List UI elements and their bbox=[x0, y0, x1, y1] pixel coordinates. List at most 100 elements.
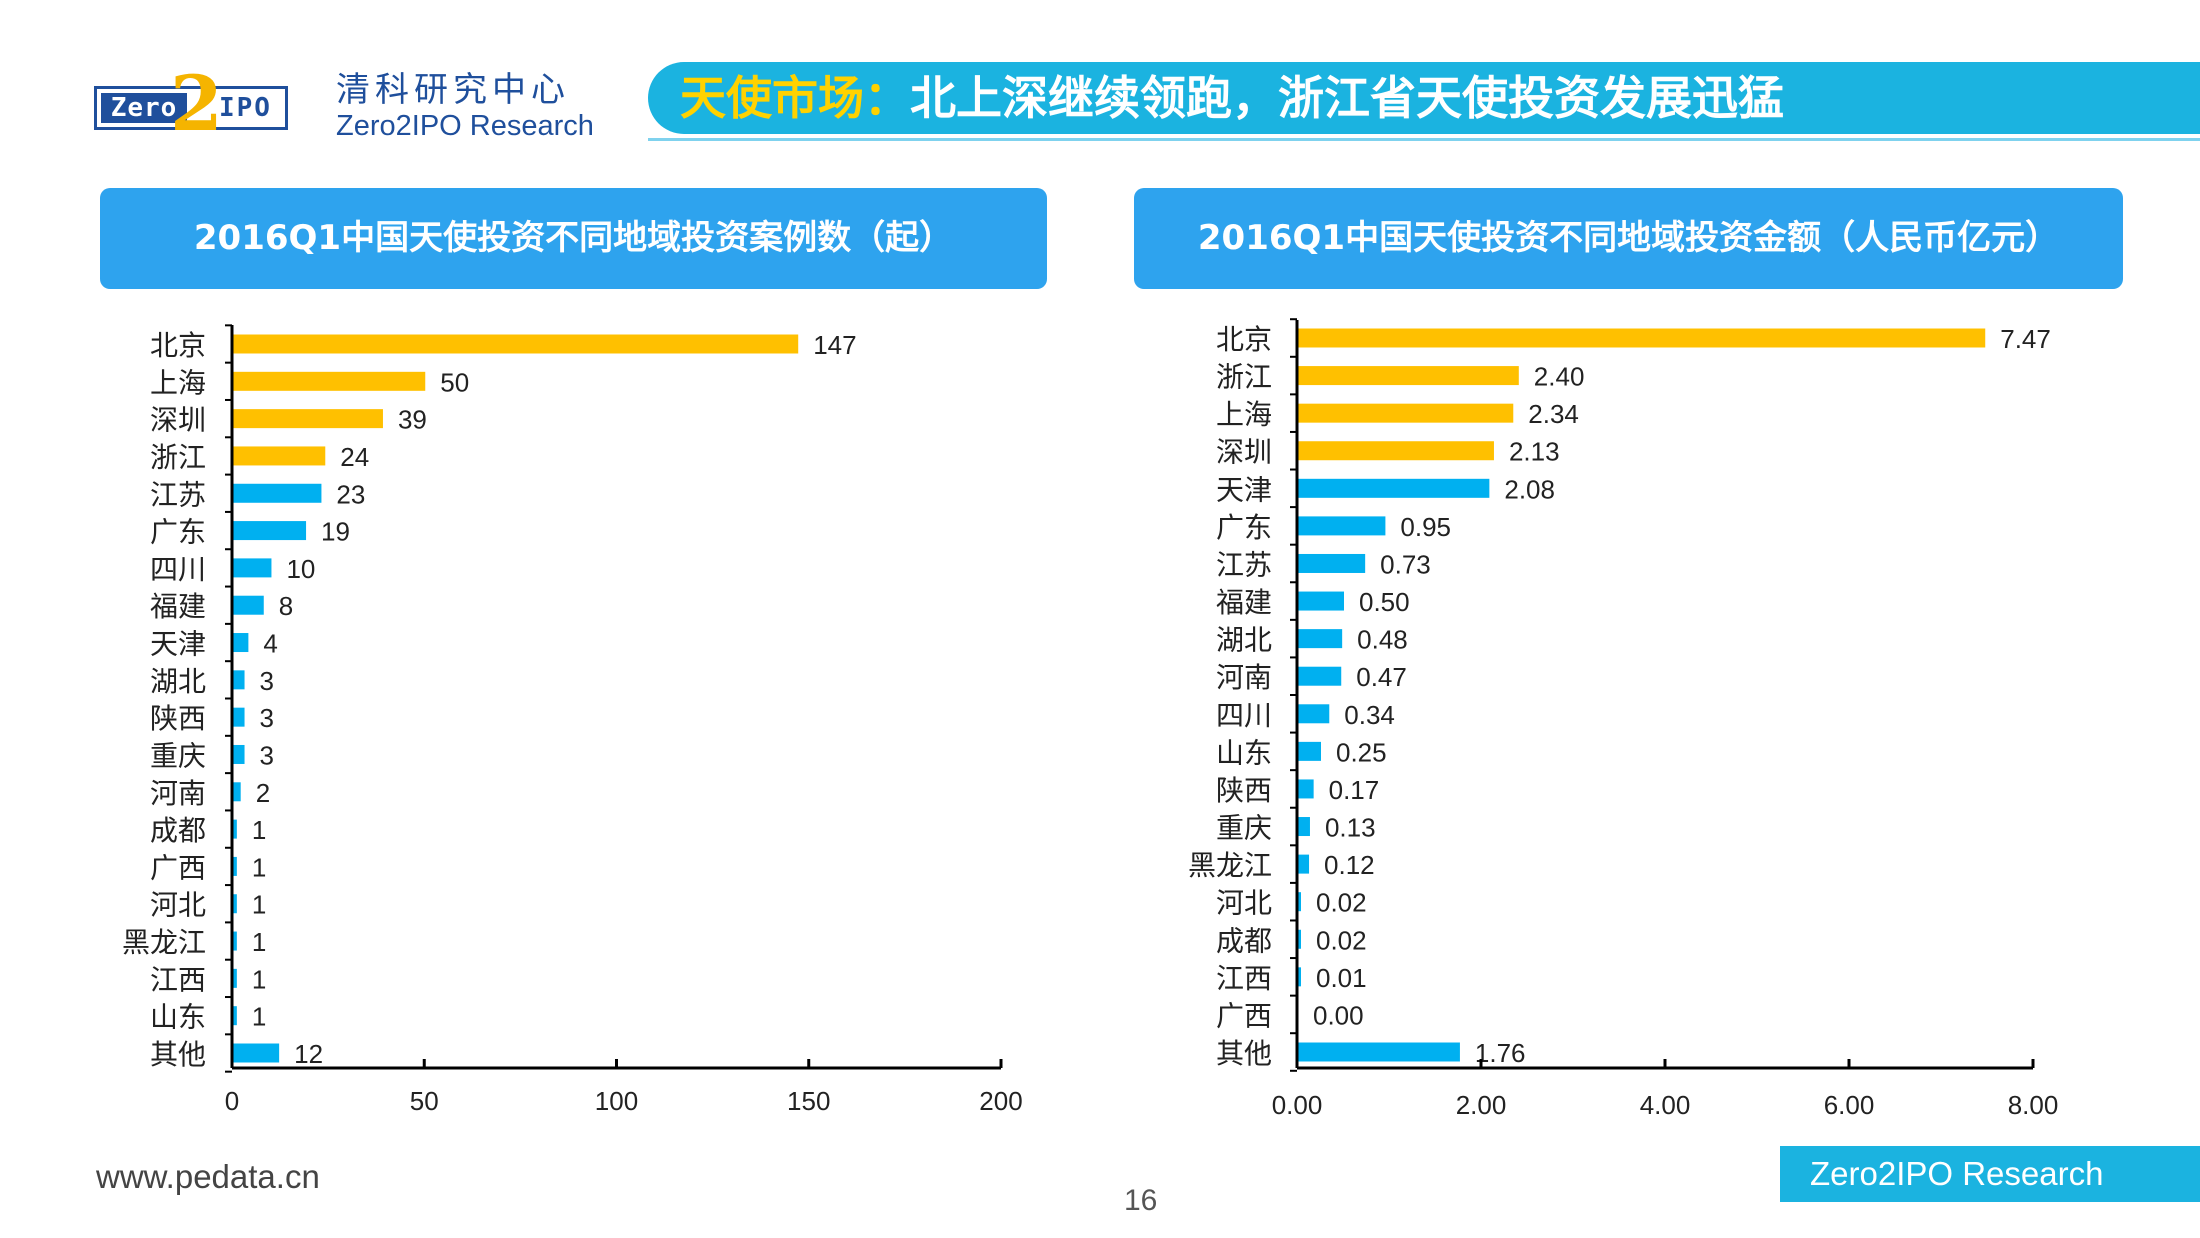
logo-zero-mark: Zero bbox=[101, 93, 187, 123]
left-value-label: 10 bbox=[286, 554, 315, 584]
right-category-label: 山东 bbox=[1216, 736, 1272, 769]
right-category-label: 天津 bbox=[1216, 473, 1272, 506]
org-name-en: Zero2IPO Research bbox=[336, 110, 594, 142]
left-bar bbox=[233, 409, 383, 429]
right-category-label: 广东 bbox=[1216, 511, 1272, 544]
right-bar bbox=[1298, 441, 1494, 461]
right-bar bbox=[1298, 892, 1301, 912]
left-value-label: 4 bbox=[263, 629, 277, 659]
left-x-tick-label: 0 bbox=[225, 1086, 239, 1116]
right-value-label: 0.47 bbox=[1356, 662, 1407, 692]
left-value-label: 3 bbox=[260, 666, 274, 696]
right-value-label: 0.17 bbox=[1329, 775, 1380, 805]
left-bar bbox=[233, 1006, 237, 1026]
right-x-tick-label: 8.00 bbox=[2008, 1090, 2059, 1120]
left-bar bbox=[233, 856, 237, 876]
left-value-label: 8 bbox=[279, 591, 293, 621]
right-value-label: 0.00 bbox=[1313, 1000, 1364, 1030]
right-bar bbox=[1298, 403, 1514, 423]
right-value-label: 1.76 bbox=[1475, 1038, 1526, 1068]
right-value-label: 0.25 bbox=[1336, 737, 1387, 767]
left-bar bbox=[233, 968, 237, 988]
right-category-label: 河北 bbox=[1216, 887, 1272, 920]
right-category-label: 上海 bbox=[1216, 398, 1272, 431]
right-value-label: 7.47 bbox=[2000, 324, 2051, 354]
left-category-label: 上海 bbox=[150, 366, 206, 399]
left-category-label: 广东 bbox=[150, 516, 206, 549]
left-category-label: 河南 bbox=[150, 777, 206, 810]
right-value-label: 0.34 bbox=[1344, 700, 1395, 730]
right-bar bbox=[1298, 591, 1344, 611]
left-category-label: 陕西 bbox=[150, 702, 206, 735]
left-category-label: 成都 bbox=[150, 814, 206, 847]
left-value-label: 39 bbox=[398, 405, 427, 435]
right-bar bbox=[1298, 629, 1343, 649]
right-x-tick-label: 0.00 bbox=[1272, 1090, 1323, 1120]
right-value-label: 0.02 bbox=[1316, 925, 1367, 955]
right-bar bbox=[1298, 817, 1310, 837]
left-category-label: 江苏 bbox=[150, 478, 206, 511]
left-category-label: 福建 bbox=[150, 590, 206, 623]
right-bar bbox=[1298, 478, 1490, 498]
left-value-label: 1 bbox=[252, 1002, 266, 1032]
footer-brand: Zero2IPO Research bbox=[1780, 1146, 2200, 1202]
chart-left-case-count: 147北京50上海39深圳24浙江23江苏19广东10四川8福建4天津3湖北3陕… bbox=[122, 324, 1023, 1116]
left-value-label: 50 bbox=[440, 367, 469, 397]
left-value-label: 1 bbox=[252, 964, 266, 994]
right-bar bbox=[1298, 967, 1301, 987]
page-title: 天使市场：北上深继续领跑，浙江省天使投资发展迅猛 bbox=[680, 68, 1784, 128]
left-value-label: 1 bbox=[252, 927, 266, 957]
left-bar bbox=[233, 670, 245, 690]
left-bar bbox=[233, 371, 426, 391]
right-category-label: 北京 bbox=[1216, 323, 1272, 356]
left-x-tick-label: 50 bbox=[410, 1086, 439, 1116]
right-value-label: 2.40 bbox=[1534, 362, 1585, 392]
org-name-cn: 清科研究中心 bbox=[336, 70, 570, 110]
right-value-label: 0.50 bbox=[1359, 587, 1410, 617]
left-category-label: 山东 bbox=[150, 1001, 206, 1034]
right-x-tick-label: 4.00 bbox=[1640, 1090, 1691, 1120]
right-category-label: 陕西 bbox=[1216, 774, 1272, 807]
left-value-label: 3 bbox=[260, 703, 274, 733]
right-category-label: 江西 bbox=[1216, 962, 1272, 995]
right-bar bbox=[1298, 741, 1321, 761]
left-bar bbox=[233, 483, 322, 503]
left-value-label: 1 bbox=[252, 890, 266, 920]
left-category-label: 北京 bbox=[150, 329, 206, 362]
left-value-label: 1 bbox=[252, 852, 266, 882]
right-category-label: 河南 bbox=[1216, 661, 1272, 694]
left-bar bbox=[233, 446, 326, 466]
right-bar bbox=[1298, 366, 1519, 386]
logo-ipo-mark: IPO bbox=[219, 93, 272, 123]
page-title-highlight: 天使市场： bbox=[680, 71, 910, 125]
right-value-label: 0.01 bbox=[1316, 963, 1367, 993]
left-bar bbox=[233, 334, 799, 354]
left-bar bbox=[233, 1043, 280, 1063]
left-bar bbox=[233, 595, 264, 615]
right-category-label: 重庆 bbox=[1216, 812, 1272, 845]
title-banner bbox=[648, 62, 2200, 134]
left-category-label: 天津 bbox=[150, 628, 206, 661]
right-bar bbox=[1298, 704, 1330, 724]
banner-divider bbox=[648, 138, 2200, 141]
footer-url: www.pedata.cn bbox=[96, 1158, 320, 1195]
left-category-label: 深圳 bbox=[150, 404, 206, 437]
left-value-label: 2 bbox=[256, 778, 270, 808]
left-bar bbox=[233, 931, 237, 951]
right-bar bbox=[1298, 1042, 1460, 1062]
chart-right-amount: 7.47 北京 2.40 浙江 2.34 上海 2.13 深圳 2.08 天津 0.95 广东 0.73… bbox=[1188, 318, 2059, 1120]
left-x-tick-label: 100 bbox=[595, 1086, 638, 1116]
right-category-label: 福建 bbox=[1216, 586, 1272, 619]
right-category-label: 深圳 bbox=[1216, 436, 1272, 469]
left-value-label: 23 bbox=[336, 479, 365, 509]
left-category-label: 四川 bbox=[150, 553, 206, 586]
left-value-label: 1 bbox=[252, 815, 266, 845]
left-category-label: 黑龙江 bbox=[122, 926, 206, 959]
left-value-label: 147 bbox=[813, 330, 856, 360]
right-category-label: 其他 bbox=[1216, 1037, 1272, 1070]
left-category-label: 江西 bbox=[150, 963, 206, 996]
left-x-tick-label: 150 bbox=[787, 1086, 830, 1116]
right-category-label: 湖北 bbox=[1216, 624, 1272, 657]
left-bar bbox=[233, 521, 307, 541]
